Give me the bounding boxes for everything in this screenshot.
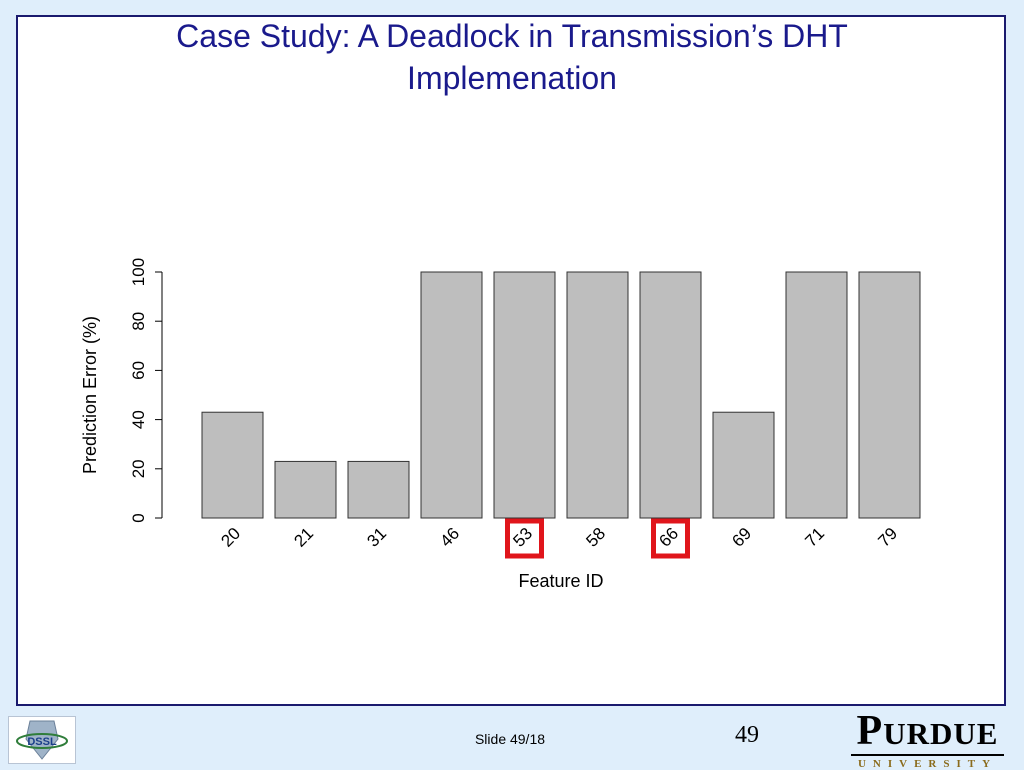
bar bbox=[493, 271, 556, 519]
bar bbox=[274, 460, 337, 519]
lab-logo-text: DSSL bbox=[27, 736, 57, 748]
lab-logo-icon: DSSL bbox=[16, 720, 68, 760]
x-tick-label: 20 bbox=[217, 524, 244, 551]
page-number: 49 bbox=[735, 722, 759, 748]
x-tick-label: 31 bbox=[363, 524, 390, 551]
x-tick-label: 66 bbox=[655, 524, 682, 551]
x-tick-label: 46 bbox=[436, 524, 463, 551]
bar bbox=[639, 271, 702, 519]
y-tick-label: 20 bbox=[129, 459, 148, 478]
bar bbox=[420, 271, 483, 519]
bar bbox=[858, 271, 921, 519]
purdue-logo-rule bbox=[851, 754, 1004, 756]
bar bbox=[785, 271, 848, 519]
x-tick-label: 53 bbox=[509, 524, 536, 551]
y-tick-label: 80 bbox=[129, 312, 148, 331]
y-tick-label: 60 bbox=[129, 361, 148, 380]
purdue-logo-subtext: UNIVERSITY bbox=[857, 758, 998, 770]
y-tick-label: 0 bbox=[129, 513, 148, 522]
bar bbox=[712, 411, 775, 519]
slide-footer-text: Slide 49/18 bbox=[474, 731, 546, 747]
lab-logo: DSSL bbox=[8, 716, 76, 764]
y-tick-label: 100 bbox=[129, 258, 148, 286]
bar bbox=[347, 460, 410, 519]
slide-title-line-1: Case Study: A Deadlock in Transmission’s… bbox=[176, 18, 848, 54]
bar bbox=[566, 271, 629, 519]
x-tick-label: 58 bbox=[582, 524, 609, 551]
purdue-logo: PURDUE UNIVERSITY bbox=[845, 710, 1010, 770]
y-axis-title: Prediction Error (%) bbox=[80, 316, 100, 474]
y-tick-label: 40 bbox=[129, 410, 148, 429]
highlight-box bbox=[651, 518, 690, 559]
x-tick-label: 71 bbox=[801, 524, 828, 551]
x-tick-label: 21 bbox=[290, 524, 317, 551]
purdue-logo-rest: URDUE bbox=[883, 716, 999, 751]
x-tick-label: 79 bbox=[874, 524, 901, 551]
bar bbox=[201, 411, 264, 519]
x-tick-label: 69 bbox=[728, 524, 755, 551]
slide-title: Case Study: A Deadlock in Transmission’s… bbox=[0, 15, 1024, 99]
slide-title-line-2: Implemenation bbox=[407, 60, 617, 96]
purdue-logo-initial: P bbox=[856, 708, 884, 754]
x-axis-title: Feature ID bbox=[518, 571, 603, 591]
highlight-box bbox=[505, 518, 544, 559]
purdue-logo-word: PURDUE bbox=[845, 710, 1010, 753]
